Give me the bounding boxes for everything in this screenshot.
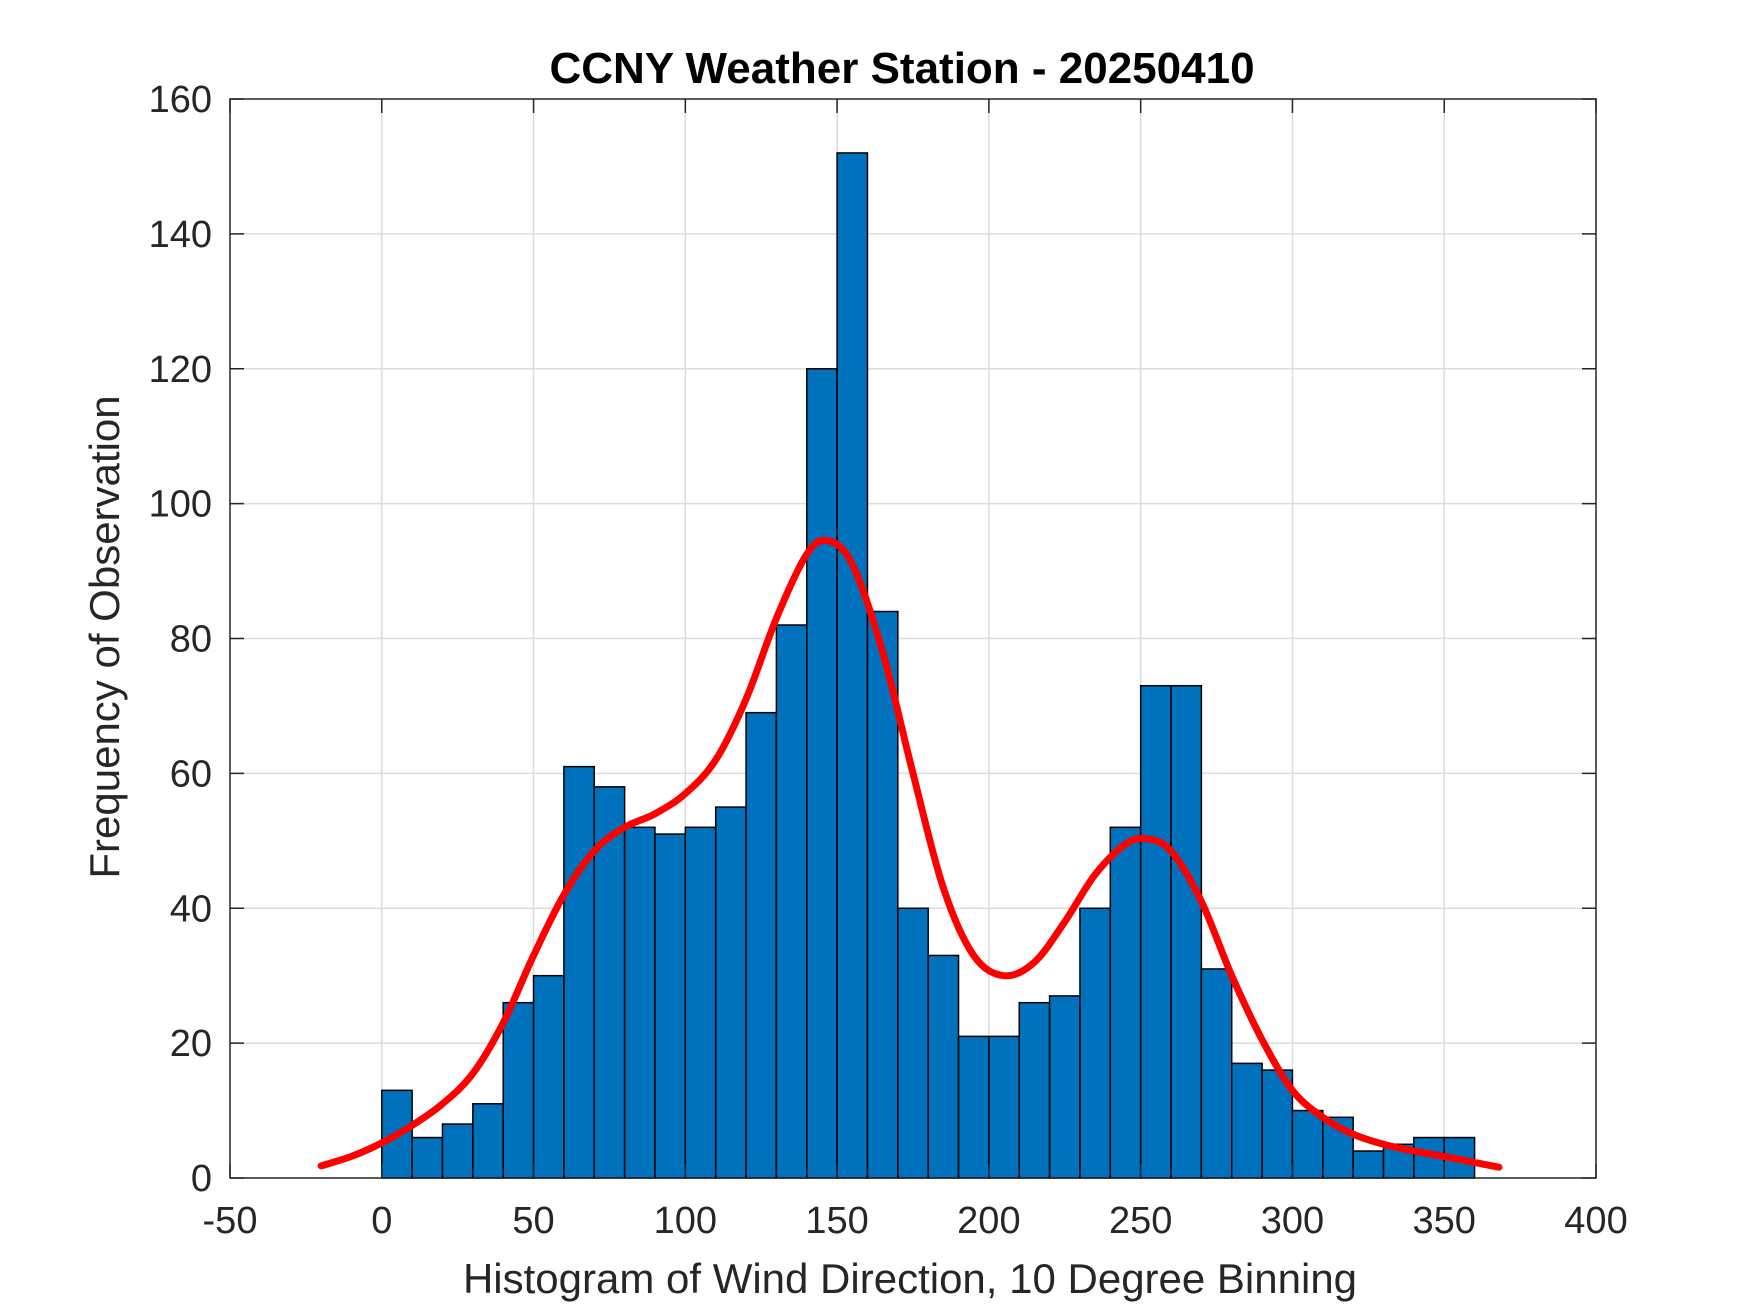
histogram-bar (775, 624, 808, 1179)
histogram-bar (714, 806, 747, 1179)
x-tick-label: 350 (1413, 1200, 1476, 1242)
histogram-bar (927, 954, 960, 1179)
histogram-bar (745, 711, 778, 1179)
histogram-bar (1200, 968, 1233, 1179)
x-tick-label: 0 (371, 1200, 392, 1242)
histogram-bar (1048, 995, 1081, 1179)
histogram-bar (441, 1123, 474, 1179)
x-tick-label: 400 (1564, 1200, 1627, 1242)
histogram-bar (1170, 684, 1203, 1179)
histogram-bar (623, 826, 656, 1179)
histogram-bar (1018, 1001, 1051, 1179)
histogram-bar (988, 1035, 1020, 1179)
chart-title: CCNY Weather Station - 20250410 (549, 44, 1254, 93)
histogram-bar (806, 368, 838, 1179)
x-tick-label: -50 (203, 1200, 258, 1242)
y-tick-label: 80 (170, 619, 212, 661)
histogram-bar (897, 907, 929, 1179)
histogram-bar (1139, 684, 1172, 1179)
fit-curve (317, 536, 1503, 1171)
tick-marks (229, 98, 1597, 1179)
histogram-bar (472, 1103, 504, 1179)
y-tick-label: 160 (149, 79, 212, 121)
x-tick-label: 250 (1109, 1200, 1172, 1242)
histogram-bar (1291, 1109, 1324, 1179)
x-tick-label: 200 (957, 1200, 1020, 1242)
y-tick-labels: 0 20 40 60 80 100 120 140 160 (149, 79, 212, 1200)
histogram-bar (502, 1001, 535, 1179)
x-tick-label: 100 (654, 1200, 717, 1242)
histogram-bar (1230, 1062, 1263, 1179)
y-tick-label: 100 (149, 484, 212, 526)
histogram-bars (381, 152, 1476, 1179)
histogram-bar (563, 765, 596, 1179)
histogram-bar (1079, 907, 1112, 1179)
x-tick-label: 50 (512, 1200, 554, 1242)
histogram-bar (411, 1136, 444, 1179)
histogram-bar (532, 974, 565, 1179)
histogram-bar (836, 152, 869, 1179)
histogram-bar (593, 786, 626, 1179)
y-tick-label: 120 (149, 349, 212, 391)
y-tick-label: 140 (149, 214, 212, 256)
histogram-bar (1109, 826, 1142, 1179)
y-axis-label: Frequency of Observation (81, 395, 128, 878)
x-tick-label: 150 (805, 1200, 868, 1242)
histogram-bar (866, 610, 899, 1179)
y-tick-label: 20 (170, 1023, 212, 1065)
x-axis-label: Histogram of Wind Direction, 10 Degree B… (463, 1255, 1357, 1302)
x-tick-labels: -50 0 50 100 150 200 250 300 350 400 (203, 1200, 1628, 1242)
y-tick-label: 40 (170, 888, 212, 930)
y-tick-label: 60 (170, 753, 212, 795)
histogram-bar (654, 833, 687, 1179)
y-tick-label: 0 (191, 1158, 212, 1200)
histogram-bar (684, 826, 717, 1179)
histogram-bar (1352, 1150, 1385, 1179)
x-tick-label: 300 (1261, 1200, 1324, 1242)
histogram-bar (957, 1035, 990, 1179)
